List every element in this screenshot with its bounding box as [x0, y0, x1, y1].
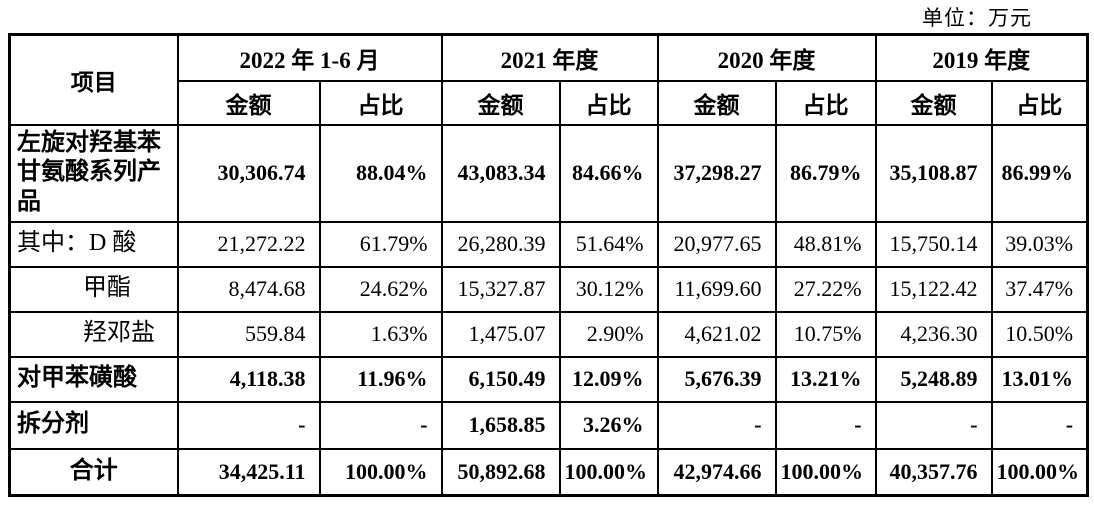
column-header-amount-2022h1: 金额: [176, 79, 321, 126]
column-header-ratio-2022h1: 占比: [318, 79, 443, 126]
amount-cell: 559.84: [176, 310, 321, 358]
amount-cell: 15,327.87: [440, 265, 561, 313]
column-header-period-2020: 2020 年度: [656, 33, 877, 82]
ratio-cell: 12.09%: [558, 355, 659, 403]
amount-cell: 6,150.49: [440, 355, 561, 403]
column-header-period-2021: 2021 年度: [440, 33, 659, 82]
ratio-cell: 11.96%: [318, 355, 443, 403]
table-row-total: 合计 34,425.11 100.00% 50,892.68 100.00% 4…: [8, 447, 1089, 497]
ratio-cell: 51.64%: [558, 220, 659, 268]
ratio-cell: 39.03%: [990, 220, 1089, 268]
ratio-cell: 2.90%: [558, 310, 659, 358]
amount-cell: 42,974.66: [656, 447, 777, 497]
table-row-methyl-ester: 甲酯 8,474.68 24.62% 15,327.87 30.12% 11,6…: [8, 265, 1089, 313]
amount-cell: 20,977.65: [656, 220, 777, 268]
ratio-cell: -: [990, 400, 1089, 450]
row-label: 其中：D 酸: [8, 220, 179, 268]
amount-cell: 40,357.76: [874, 447, 993, 497]
ratio-cell: 100.00%: [558, 447, 659, 497]
row-label: 对甲苯磺酸: [8, 355, 179, 403]
ratio-cell: 3.26%: [558, 400, 659, 450]
ratio-cell: 100.00%: [318, 447, 443, 497]
amount-cell: 34,425.11: [176, 447, 321, 497]
ratio-cell: 27.22%: [774, 265, 877, 313]
amount-cell: 1,658.85: [440, 400, 561, 450]
unit-label: 单位：万元: [922, 6, 1032, 30]
amount-cell: 37,298.27: [656, 123, 777, 223]
column-header-ratio-2020: 占比: [774, 79, 877, 126]
ratio-cell: 24.62%: [318, 265, 443, 313]
amount-cell: 15,750.14: [874, 220, 993, 268]
amount-cell: -: [176, 400, 321, 450]
column-header-amount-2021: 金额: [440, 79, 561, 126]
ratio-cell: 48.81%: [774, 220, 877, 268]
amount-cell: 1,475.07: [440, 310, 561, 358]
row-label: 拆分剂: [8, 400, 179, 450]
table-row-ptsa: 对甲苯磺酸 4,118.38 11.96% 6,150.49 12.09% 5,…: [8, 355, 1089, 403]
amount-cell: 21,272.22: [176, 220, 321, 268]
ratio-cell: 86.79%: [774, 123, 877, 223]
amount-cell: 8,474.68: [176, 265, 321, 313]
ratio-cell: -: [774, 400, 877, 450]
ratio-cell: 30.12%: [558, 265, 659, 313]
column-header-item: 项目: [8, 33, 179, 126]
ratio-cell: 13.21%: [774, 355, 877, 403]
amount-cell: -: [874, 400, 993, 450]
amount-cell: 4,621.02: [656, 310, 777, 358]
ratio-cell: 88.04%: [318, 123, 443, 223]
amount-cell: 4,236.30: [874, 310, 993, 358]
ratio-cell: 10.50%: [990, 310, 1089, 358]
amount-cell: 11,699.60: [656, 265, 777, 313]
column-header-amount-2019: 金额: [874, 79, 993, 126]
ratio-cell: 86.99%: [990, 123, 1089, 223]
amount-cell: 5,676.39: [656, 355, 777, 403]
table-row-series-products: 左旋对羟基苯甘氨酸系列产品 30,306.74 88.04% 43,083.34…: [8, 123, 1089, 223]
header-row-measures: 金额 占比 金额 占比 金额 占比 金额 占比: [10, 79, 1089, 126]
ratio-cell: 13.01%: [990, 355, 1089, 403]
amount-cell: 4,118.38: [176, 355, 321, 403]
ratio-cell: 84.66%: [558, 123, 659, 223]
ratio-cell: 100.00%: [990, 447, 1089, 497]
column-header-ratio-2021: 占比: [558, 79, 659, 126]
amount-cell: 35,108.87: [874, 123, 993, 223]
row-label: 甲酯: [8, 265, 179, 313]
amount-cell: 5,248.89: [874, 355, 993, 403]
row-label: 左旋对羟基苯甘氨酸系列产品: [8, 123, 179, 223]
amount-cell: -: [656, 400, 777, 450]
row-label: 合计: [8, 447, 179, 497]
table-row-resolving-agent: 拆分剂 - - 1,658.85 3.26% - - - -: [8, 400, 1089, 450]
amount-cell: 30,306.74: [176, 123, 321, 223]
ratio-cell: 100.00%: [774, 447, 877, 497]
ratio-cell: 61.79%: [318, 220, 443, 268]
ratio-cell: -: [318, 400, 443, 450]
amount-cell: 26,280.39: [440, 220, 561, 268]
revenue-breakdown-table: 项目 2022 年 1-6 月 2021 年度 2020 年度 2019 年度 …: [8, 33, 1090, 497]
amount-cell: 43,083.34: [440, 123, 561, 223]
row-label: 羟邓盐: [8, 310, 179, 358]
column-header-period-2022h1: 2022 年 1-6 月: [176, 33, 443, 82]
amount-cell: 15,122.42: [874, 265, 993, 313]
amount-cell: 50,892.68: [440, 447, 561, 497]
column-header-period-2019: 2019 年度: [874, 33, 1089, 82]
ratio-cell: 1.63%: [318, 310, 443, 358]
header-row-periods: 项目 2022 年 1-6 月 2021 年度 2020 年度 2019 年度: [8, 33, 1089, 126]
column-header-amount-2020: 金额: [656, 79, 777, 126]
ratio-cell: 37.47%: [990, 265, 1089, 313]
table-row-d-acid: 其中：D 酸 21,272.22 61.79% 26,280.39 51.64%…: [8, 220, 1089, 268]
ratio-cell: 10.75%: [774, 310, 877, 358]
table-row-hydroxy-salt: 羟邓盐 559.84 1.63% 1,475.07 2.90% 4,621.02…: [8, 310, 1089, 358]
column-header-ratio-2019: 占比: [990, 79, 1089, 126]
